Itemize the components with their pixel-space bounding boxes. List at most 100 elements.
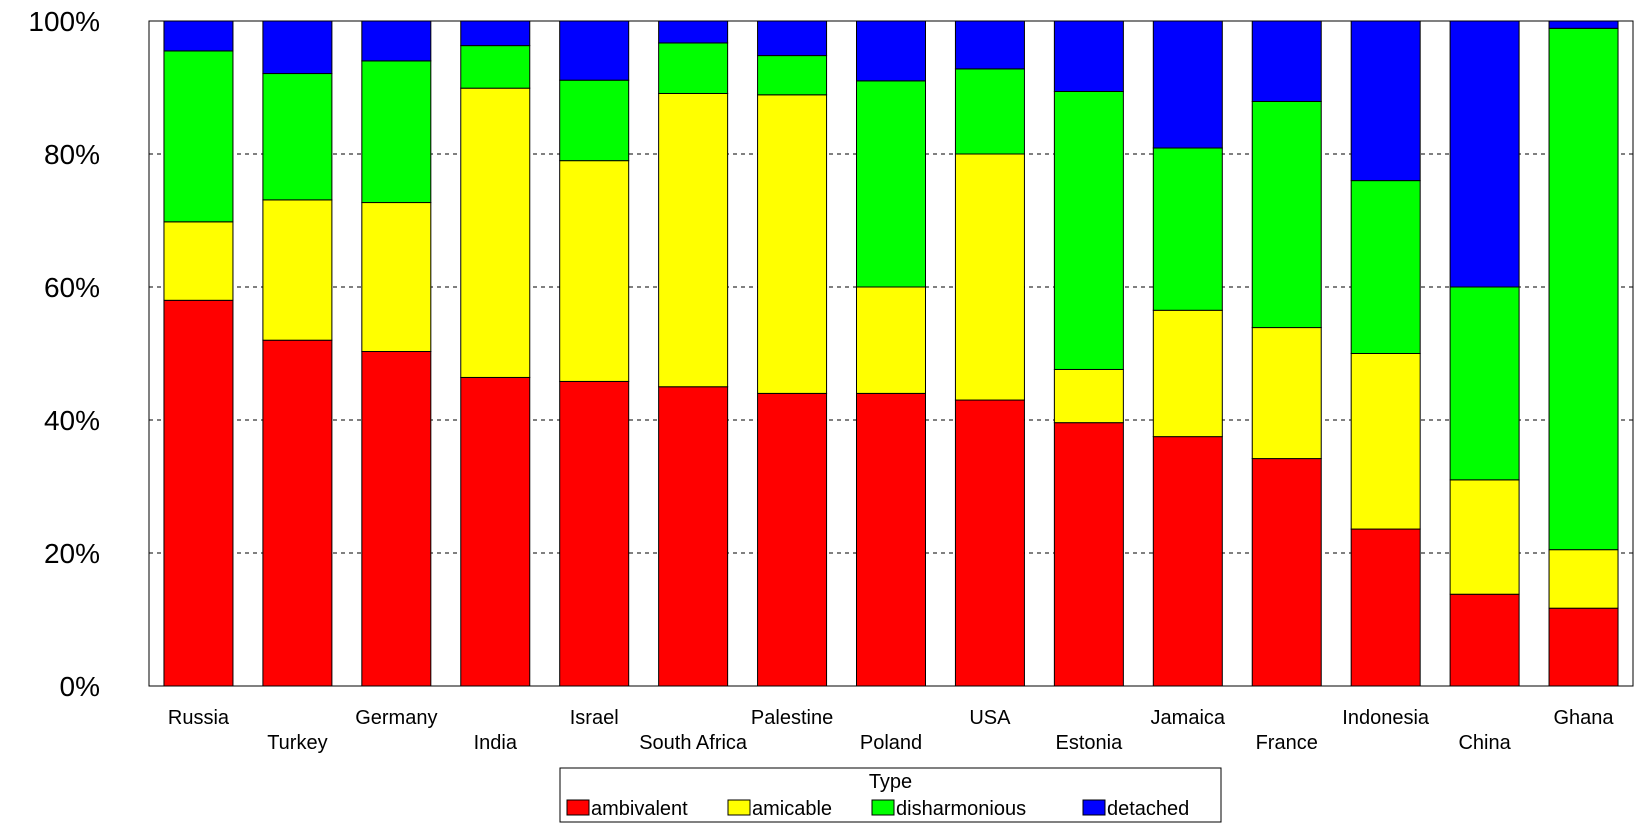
- axes: [148, 20, 1634, 687]
- bar-segment-detached: [559, 20, 630, 81]
- bar-group: [1548, 20, 1619, 687]
- bar-segment-detached: [1251, 20, 1322, 102]
- x-tick-label: Palestine: [751, 707, 833, 729]
- bar-segment-disharmonious: [1053, 90, 1124, 370]
- bar-segment-detached: [1449, 20, 1520, 288]
- bar-group: [1350, 20, 1421, 687]
- legend-title: Type: [869, 771, 912, 793]
- bar-segment-disharmonious: [1449, 286, 1520, 481]
- bar-segment-disharmonious: [856, 80, 926, 288]
- x-tick-label: Germany: [355, 707, 437, 729]
- legend-label-disharmonious: disharmonious: [896, 798, 1026, 820]
- y-tick-label: 0%: [60, 671, 100, 702]
- bar-group: [1449, 20, 1520, 687]
- legend-label-amicable: amicable: [752, 798, 832, 820]
- bar-segment-ambivalent: [658, 386, 729, 687]
- x-tick-label: Indonesia: [1342, 707, 1430, 729]
- bar-segment-disharmonious: [460, 45, 531, 89]
- bar-segment-ambivalent: [1053, 422, 1124, 687]
- bar-group: [262, 20, 333, 687]
- bar-group: [954, 20, 1025, 687]
- bar-segment-disharmonious: [163, 50, 234, 223]
- bar-segment-ambivalent: [1548, 607, 1619, 687]
- bar-segment-amicable: [1350, 353, 1421, 530]
- bar-segment-ambivalent: [757, 392, 828, 687]
- bar-segment-disharmonious: [954, 68, 1025, 155]
- bar-group: [856, 20, 926, 687]
- bar-group: [1251, 20, 1322, 687]
- bar-segment-ambivalent: [460, 376, 531, 687]
- x-tick-label: USA: [969, 707, 1011, 729]
- bar-segment-detached: [757, 20, 828, 57]
- bar-segment-disharmonious: [757, 55, 828, 96]
- bar-segment-ambivalent: [954, 399, 1025, 687]
- bar-segment-ambivalent: [1152, 436, 1223, 687]
- legend-swatch-ambivalent: [566, 799, 590, 816]
- y-tick-label: 60%: [44, 272, 100, 303]
- x-tick-label: South Africa: [639, 732, 748, 754]
- bar-segment-amicable: [1152, 309, 1223, 438]
- x-tick-label: Russia: [168, 707, 230, 729]
- bar-segment-amicable: [658, 92, 729, 388]
- bar-segment-ambivalent: [163, 299, 234, 687]
- bar-segment-ambivalent: [1449, 593, 1520, 687]
- bar-segment-ambivalent: [361, 351, 432, 687]
- legend-swatch-disharmonious: [871, 799, 895, 816]
- bar-group: [1152, 20, 1223, 687]
- y-tick-label: 20%: [44, 538, 100, 569]
- bar-segment-detached: [658, 20, 729, 44]
- bar-segment-ambivalent: [262, 339, 333, 687]
- bar-segment-amicable: [856, 286, 926, 394]
- bar-group: [361, 20, 432, 687]
- bar-segment-amicable: [163, 221, 234, 301]
- bar-segment-detached: [954, 20, 1025, 70]
- bar-group: [559, 20, 630, 687]
- bar-group: [460, 20, 531, 687]
- bar-segment-detached: [460, 20, 531, 47]
- bar-segment-amicable: [262, 199, 333, 341]
- legend-label-ambivalent: ambivalent: [591, 798, 688, 820]
- y-tick-label: 40%: [44, 405, 100, 436]
- tick-labels: 0% 20% 40% 60% 80% 100% Russia Turkey Germany Ind…: [28, 6, 1614, 754]
- bars: [163, 20, 1619, 687]
- bar-segment-disharmonious: [361, 60, 432, 204]
- bar-segment-detached: [1053, 20, 1124, 92]
- x-tick-label: India: [474, 732, 518, 754]
- bar-group: [658, 20, 729, 687]
- bar-group: [163, 20, 234, 687]
- legend-swatch-detached: [1082, 799, 1106, 816]
- bar-segment-disharmonious: [1548, 27, 1619, 551]
- plot-frame: [148, 20, 1634, 687]
- bar-segment-ambivalent: [559, 380, 630, 687]
- bar-segment-ambivalent: [856, 392, 926, 687]
- bar-segment-ambivalent: [1251, 458, 1322, 687]
- bar-segment-detached: [163, 20, 234, 52]
- bar-segment-detached: [262, 20, 333, 75]
- x-tick-label: Jamaica: [1151, 707, 1226, 729]
- bar-group: [1053, 20, 1124, 687]
- bar-segment-disharmonious: [559, 79, 630, 162]
- bar-group: [757, 20, 828, 687]
- bar-segment-amicable: [1548, 549, 1619, 609]
- x-tick-label: Israel: [570, 707, 619, 729]
- x-tick-label: Poland: [860, 732, 922, 754]
- x-tick-label: China: [1458, 732, 1511, 754]
- bar-segment-amicable: [559, 160, 630, 382]
- bar-segment-amicable: [1053, 368, 1124, 424]
- bar-segment-amicable: [954, 153, 1025, 401]
- bar-segment-disharmonious: [1152, 147, 1223, 311]
- x-tick-label: Ghana: [1554, 707, 1615, 729]
- legend: Type ambivalent amicable disharmonious detac…: [559, 767, 1222, 823]
- bar-segment-amicable: [757, 94, 828, 394]
- bar-segment-disharmonious: [262, 73, 333, 201]
- bar-segment-detached: [1152, 20, 1223, 149]
- x-tick-label: Estonia: [1056, 732, 1124, 754]
- x-tick-label: Turkey: [267, 732, 327, 754]
- legend-swatch-amicable: [727, 799, 751, 816]
- bar-segment-disharmonious: [1350, 180, 1421, 354]
- bar-segment-amicable: [1449, 479, 1520, 595]
- legend-label-detached: detached: [1107, 798, 1189, 820]
- y-tick-label: 80%: [44, 139, 100, 170]
- x-tick-label: France: [1256, 732, 1318, 754]
